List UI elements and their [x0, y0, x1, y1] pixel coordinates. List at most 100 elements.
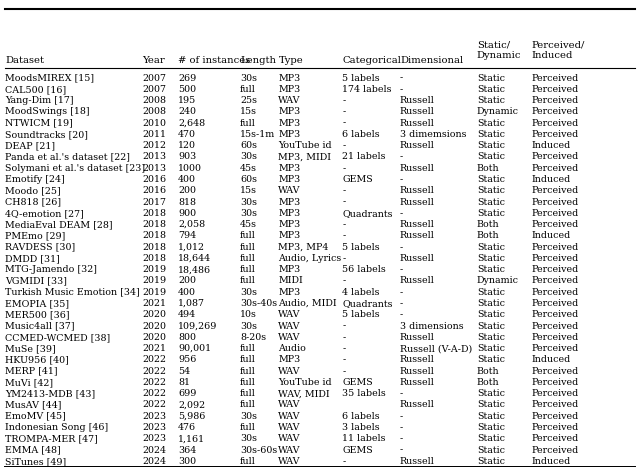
Text: Year: Year	[142, 57, 165, 65]
Text: 90,001: 90,001	[178, 344, 211, 353]
Text: Perceived: Perceived	[531, 119, 579, 127]
Text: -: -	[400, 434, 403, 443]
Text: -: -	[400, 85, 403, 94]
Text: MuVi [42]: MuVi [42]	[5, 378, 53, 387]
Text: Perceived: Perceived	[531, 389, 579, 398]
Text: CAL500 [16]: CAL500 [16]	[5, 85, 67, 94]
Text: 818: 818	[178, 198, 196, 206]
Text: MIDI: MIDI	[278, 276, 303, 285]
Text: Perceived: Perceived	[531, 96, 579, 105]
Text: Perceived: Perceived	[531, 310, 579, 319]
Text: 794: 794	[178, 231, 196, 241]
Text: Static: Static	[477, 265, 505, 274]
Text: Static: Static	[477, 152, 505, 162]
Text: -: -	[400, 243, 403, 252]
Text: WAV: WAV	[278, 333, 301, 342]
Text: Perceived: Perceived	[531, 130, 579, 139]
Text: full: full	[240, 231, 256, 241]
Text: Static: Static	[477, 73, 505, 83]
Text: Russell: Russell	[400, 457, 435, 466]
Text: Perceived: Perceived	[531, 446, 579, 454]
Text: Static: Static	[477, 175, 505, 184]
Text: -: -	[400, 299, 403, 308]
Text: Both: Both	[477, 220, 499, 229]
Text: 2024: 2024	[142, 457, 166, 466]
Text: MTG-Jamendo [32]: MTG-Jamendo [32]	[5, 265, 97, 274]
Text: Length: Length	[240, 57, 276, 65]
Text: Russell: Russell	[400, 119, 435, 127]
Text: Dimensional: Dimensional	[400, 57, 463, 65]
Text: Induced: Induced	[531, 355, 570, 364]
Text: 8-20s: 8-20s	[240, 333, 266, 342]
Text: full: full	[240, 401, 256, 410]
Text: Moodo [25]: Moodo [25]	[5, 186, 61, 195]
Text: Static: Static	[477, 299, 505, 308]
Text: Perceived: Perceived	[531, 152, 579, 162]
Text: 35 labels: 35 labels	[342, 389, 386, 398]
Text: MP3: MP3	[278, 164, 301, 173]
Text: full: full	[240, 389, 256, 398]
Text: MuSe [39]: MuSe [39]	[5, 344, 56, 353]
Text: full: full	[240, 457, 256, 466]
Text: 30s-60s: 30s-60s	[240, 446, 277, 454]
Text: MP3: MP3	[278, 288, 301, 297]
Text: Static: Static	[477, 446, 505, 454]
Text: Static: Static	[477, 355, 505, 364]
Text: -: -	[342, 220, 346, 229]
Text: Music4all [37]: Music4all [37]	[5, 322, 75, 331]
Text: Perceived: Perceived	[531, 378, 579, 387]
Text: full: full	[240, 265, 256, 274]
Text: Static: Static	[477, 243, 505, 252]
Text: 2017: 2017	[142, 198, 166, 206]
Text: 476: 476	[178, 423, 196, 432]
Text: 2021: 2021	[142, 344, 166, 353]
Text: Static: Static	[477, 141, 505, 150]
Text: 2022: 2022	[142, 389, 166, 398]
Text: Perceived: Perceived	[531, 220, 579, 229]
Text: Perceived: Perceived	[531, 412, 579, 421]
Text: RAVDESS [30]: RAVDESS [30]	[5, 243, 76, 252]
Text: GEMS: GEMS	[342, 446, 373, 454]
Text: -: -	[342, 355, 346, 364]
Text: Yang-Dim [17]: Yang-Dim [17]	[5, 96, 74, 105]
Text: # of instances: # of instances	[178, 57, 250, 65]
Text: Static: Static	[477, 96, 505, 105]
Text: DEAP [21]: DEAP [21]	[5, 141, 55, 150]
Text: MP3, MIDI: MP3, MIDI	[278, 152, 332, 162]
Text: Static: Static	[477, 130, 505, 139]
Text: Static: Static	[477, 288, 505, 297]
Text: -: -	[342, 276, 346, 285]
Text: MP3: MP3	[278, 119, 301, 127]
Text: 2010: 2010	[142, 119, 166, 127]
Text: 60s: 60s	[240, 175, 257, 184]
Text: Perceived: Perceived	[531, 333, 579, 342]
Text: Perceived: Perceived	[531, 276, 579, 285]
Text: -: -	[342, 164, 346, 173]
Text: 54: 54	[178, 367, 190, 375]
Text: Russell: Russell	[400, 198, 435, 206]
Text: Russell: Russell	[400, 231, 435, 241]
Text: full: full	[240, 367, 256, 375]
Text: WAV: WAV	[278, 367, 301, 375]
Text: Perceived: Perceived	[531, 288, 579, 297]
Text: 200: 200	[178, 276, 196, 285]
Text: MERP [41]: MERP [41]	[5, 367, 58, 375]
Text: Russell: Russell	[400, 164, 435, 173]
Text: -: -	[400, 310, 403, 319]
Text: -: -	[342, 198, 346, 206]
Text: WAV: WAV	[278, 457, 301, 466]
Text: 2018: 2018	[142, 209, 166, 218]
Text: Static: Static	[477, 119, 505, 127]
Text: Perceived: Perceived	[531, 401, 579, 410]
Text: 60s: 60s	[240, 141, 257, 150]
Text: 3 dimemsions: 3 dimemsions	[400, 130, 467, 139]
Text: 400: 400	[178, 288, 196, 297]
Text: WAV: WAV	[278, 310, 301, 319]
Text: 699: 699	[178, 389, 196, 398]
Text: -: -	[400, 175, 403, 184]
Text: MP3: MP3	[278, 85, 301, 94]
Text: TROMPA-MER [47]: TROMPA-MER [47]	[5, 434, 98, 443]
Text: 11 labels: 11 labels	[342, 434, 386, 443]
Text: 2022: 2022	[142, 401, 166, 410]
Text: Static: Static	[477, 423, 505, 432]
